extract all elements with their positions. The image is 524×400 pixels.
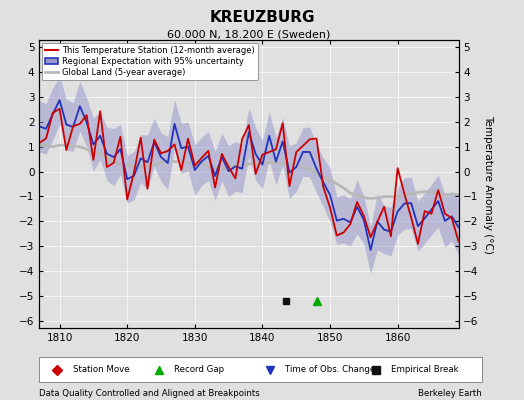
Text: Time of Obs. Change: Time of Obs. Change	[285, 365, 375, 374]
Text: Empirical Break: Empirical Break	[391, 365, 459, 374]
Legend: This Temperature Station (12-month average), Regional Expectation with 95% uncer: This Temperature Station (12-month avera…	[42, 42, 258, 80]
Text: KREUZBURG: KREUZBURG	[209, 10, 315, 25]
Text: Berkeley Earth: Berkeley Earth	[418, 389, 482, 398]
Y-axis label: Temperature Anomaly (°C): Temperature Anomaly (°C)	[483, 114, 493, 254]
Title: 60.000 N, 18.200 E (Sweden): 60.000 N, 18.200 E (Sweden)	[167, 29, 331, 39]
Text: Data Quality Controlled and Aligned at Breakpoints: Data Quality Controlled and Aligned at B…	[39, 389, 260, 398]
Text: Record Gap: Record Gap	[174, 365, 224, 374]
Text: Station Move: Station Move	[72, 365, 129, 374]
